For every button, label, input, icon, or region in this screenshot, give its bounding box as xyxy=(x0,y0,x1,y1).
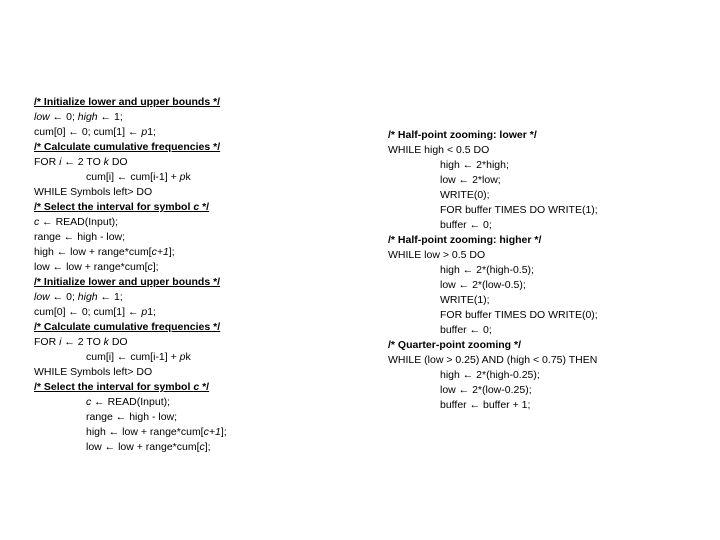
right-column: /* Half-point zooming: lower */ WHILE hi… xyxy=(388,113,598,413)
code: FOR xyxy=(34,156,59,168)
code: cum[0] ← 0; cum[1] ← xyxy=(34,306,141,318)
code: cum[i] ← cum[i-1] + xyxy=(86,171,180,183)
code: ← 2 TO xyxy=(61,336,103,348)
code: ← 2 TO xyxy=(61,156,103,168)
code: cum[0] ← 0; cum[1] ← xyxy=(34,126,141,138)
code-indent: buffer ← 0; xyxy=(388,218,492,233)
code: ← READ(Input); xyxy=(91,396,170,408)
comment-select-interval-2: /* Select the interval for symbol c */ xyxy=(34,381,209,393)
code-indent: WRITE(0); xyxy=(388,188,490,203)
code: c+1 xyxy=(152,246,169,258)
code-indent: low ← 2*(low-0.25); xyxy=(388,383,532,398)
code: k xyxy=(186,171,191,183)
code: low xyxy=(34,291,50,303)
code-indent: high ← low + range*cum[c+1]; xyxy=(34,425,227,440)
comment-quarter: /* Quarter-point zooming */ xyxy=(388,339,521,351)
code: 1; xyxy=(147,126,156,138)
code: k xyxy=(186,351,191,363)
code: DO xyxy=(109,336,128,348)
code-indent: high ← 2*(high-0.5); xyxy=(388,263,534,278)
code-indent: FOR buffer TIMES DO WRITE(1); xyxy=(388,203,598,218)
comment-half-lower: /* Half-point zooming: lower */ xyxy=(388,129,537,141)
comment-select-interval-1: /* Select the interval for symbol c */ xyxy=(34,201,209,213)
code-indent: low ← low + range*cum[c]; xyxy=(34,440,211,455)
code: range ← high - low; xyxy=(86,411,177,423)
comment-init-bounds-2: /* Initialize lower and upper bounds */ xyxy=(34,276,220,288)
code: low ← low + range*cum[ xyxy=(86,441,200,453)
code: 1; xyxy=(147,306,156,318)
code-indent: buffer ← 0; xyxy=(388,323,492,338)
code-indent: cum[i] ← cum[i-1] + pk xyxy=(34,170,191,185)
comment-cum-freq-2: /* Calculate cumulative frequencies */ xyxy=(34,321,220,333)
code: WHILE Symbols left> DO xyxy=(34,366,152,378)
page: /* Initialize lower and upper bounds */ … xyxy=(0,0,720,540)
code: FOR xyxy=(34,336,59,348)
code: ]; xyxy=(205,441,211,453)
comment-half-higher: /* Half-point zooming: higher */ xyxy=(388,234,541,246)
code: WHILE Symbols left> DO xyxy=(34,186,152,198)
code: high ← low + range*cum[ xyxy=(86,426,204,438)
comment-init-bounds-1: /* Initialize lower and upper bounds */ xyxy=(34,96,220,108)
code: ← 0; xyxy=(50,111,78,123)
code: WHILE (low > 0.25) AND (high < 0.75) THE… xyxy=(388,354,597,366)
code-indent: range ← high - low; xyxy=(34,410,177,425)
code: ← 1; xyxy=(98,291,123,303)
code: DO xyxy=(109,156,128,168)
code: WHILE low > 0.5 DO xyxy=(388,249,485,261)
code: ]; xyxy=(169,246,175,258)
code: ← 0; xyxy=(50,291,78,303)
code-indent: low ← 2*(low-0.5); xyxy=(388,278,526,293)
code: ]; xyxy=(221,426,227,438)
code: low xyxy=(34,111,50,123)
code-indent: low ← 2*low; xyxy=(388,173,501,188)
code-indent: buffer ← buffer + 1; xyxy=(388,398,530,413)
code: cum[i] ← cum[i-1] + xyxy=(86,351,180,363)
code: low ← low + range*cum[ xyxy=(34,261,148,273)
code: high ← low + range*cum[ xyxy=(34,246,152,258)
code: ]; xyxy=(153,261,159,273)
code: ← READ(Input); xyxy=(39,216,118,228)
code: high xyxy=(78,111,98,123)
code-indent: FOR buffer TIMES DO WRITE(0); xyxy=(388,308,598,323)
code-indent: c ← READ(Input); xyxy=(34,395,170,410)
code-indent: cum[i] ← cum[i-1] + pk xyxy=(34,350,191,365)
code: high xyxy=(78,291,98,303)
code-indent: WRITE(1); xyxy=(388,293,490,308)
code: range ← high - low; xyxy=(34,231,125,243)
code: c+1 xyxy=(204,426,221,438)
comment-cum-freq-1: /* Calculate cumulative frequencies */ xyxy=(34,141,220,153)
code-indent: high ← 2*high; xyxy=(388,158,509,173)
code: WHILE high < 0.5 DO xyxy=(388,144,489,156)
code-indent: high ← 2*(high-0.25); xyxy=(388,368,540,383)
code: ← 1; xyxy=(98,111,123,123)
left-column: /* Initialize lower and upper bounds */ … xyxy=(34,80,227,455)
